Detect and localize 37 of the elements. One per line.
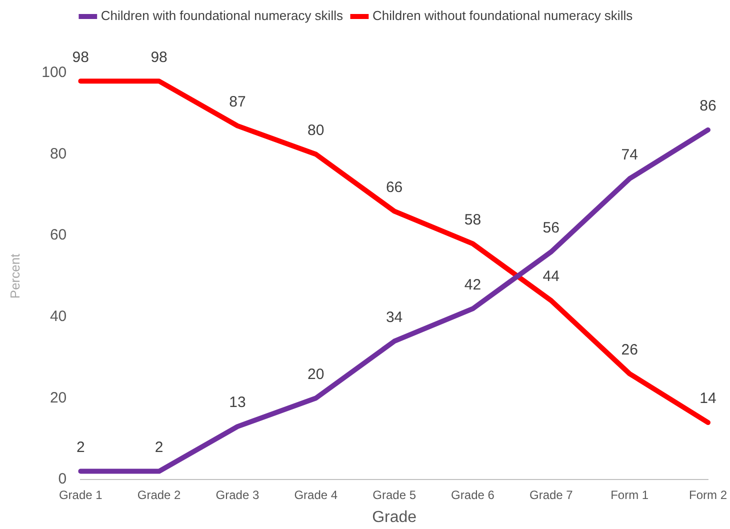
y-tick-label: 100: [42, 64, 67, 82]
data-label: 34: [386, 308, 403, 326]
data-label: 44: [542, 268, 560, 286]
data-label: 66: [386, 178, 403, 196]
legend-label: Children with foundational numeracy skills: [100, 8, 344, 24]
data-label: 86: [700, 98, 716, 115]
y-tick-label: 80: [50, 145, 67, 162]
x-tick-label: Form 1: [610, 488, 649, 502]
x-tick-label: Form 2: [688, 488, 728, 502]
x-tick-label: Grade 5: [372, 488, 416, 502]
data-label: 2: [154, 438, 164, 456]
data-label: 14: [700, 390, 716, 408]
x-tick-label: Grade 7: [529, 488, 574, 502]
data-label: 98: [150, 48, 168, 66]
x-tick-label: Grade 6: [451, 488, 495, 502]
y-tick-label: 40: [50, 308, 67, 325]
data-label: 58: [464, 211, 482, 228]
data-label: 80: [308, 122, 324, 139]
data-label: 2: [76, 438, 85, 456]
x-tick-label: Grade 1: [58, 488, 103, 502]
y-tick-label: 20: [50, 389, 67, 406]
legend-label: Children without foundational numeracy skills: [372, 8, 634, 24]
x-tick-label: Grade 2: [137, 488, 182, 502]
data-label: 26: [621, 341, 638, 358]
data-label: 87: [229, 93, 246, 110]
y-tick-label: 0: [58, 470, 67, 488]
y-axis-title: Percent: [7, 253, 22, 299]
data-label: 74: [621, 146, 638, 164]
y-tick-label: 60: [50, 226, 67, 244]
data-label: 56: [542, 219, 560, 236]
x-tick-label: Grade 4: [294, 488, 338, 502]
data-label: 42: [464, 276, 482, 294]
data-label: 13: [229, 394, 246, 412]
data-label: 20: [308, 366, 324, 383]
data-label: 98: [72, 48, 89, 66]
x-axis-title: Grade: [372, 508, 417, 526]
x-tick-label: Grade 3: [216, 488, 260, 502]
